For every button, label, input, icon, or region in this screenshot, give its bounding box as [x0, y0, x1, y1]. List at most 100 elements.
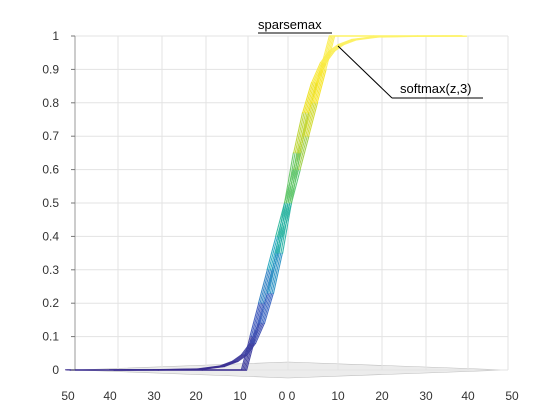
series-segment [261, 269, 271, 304]
series-segment [268, 235, 279, 271]
series-segment [221, 360, 236, 367]
series-segment [323, 50, 334, 64]
series-segment [337, 38, 352, 46]
series-segment [250, 322, 261, 344]
series-segment [297, 135, 308, 171]
x-tick-label: 30 [419, 389, 433, 403]
y-tick-label: 0.7 [42, 129, 59, 143]
y-tick-label: 0.4 [42, 229, 59, 243]
y-axis: 0 0.1 0.2 0.3 0.4 0.5 0.6 0.7 0.8 0.9 1 [42, 29, 75, 377]
series-segment [341, 39, 356, 46]
series-segment [269, 252, 280, 294]
y-tick-label: 0.8 [42, 96, 59, 110]
series-segment [307, 82, 318, 114]
x-tick-label: 50 [61, 389, 75, 403]
series-segment [257, 269, 268, 304]
series-segment [240, 342, 251, 356]
series-segment [252, 322, 263, 344]
x-tick-label: 40 [103, 389, 117, 403]
series-segment [201, 365, 226, 370]
series-segment [244, 342, 255, 356]
series-segment [246, 336, 256, 371]
series-segment [316, 62, 327, 84]
annotations: sparsemax softmax(z,3) [258, 17, 483, 99]
series-segment [220, 360, 235, 367]
series-segment [321, 50, 332, 64]
x-tick-label: 20 [375, 389, 389, 403]
series-segment [306, 82, 317, 114]
series-segment [299, 112, 310, 154]
series-segment [313, 68, 324, 104]
x-tick-label: 50 [505, 389, 519, 403]
series-segment [268, 252, 279, 294]
y-tick-label: 1 [52, 29, 59, 43]
series-segment [263, 292, 274, 324]
series-segment [259, 292, 270, 324]
series-segment [237, 354, 248, 363]
series-segment [222, 360, 238, 367]
series-segment [278, 202, 289, 254]
x-tick-label: 30 [147, 389, 161, 403]
series-segment [266, 235, 277, 271]
series-segment [299, 135, 310, 171]
series-segment [294, 112, 305, 154]
x-tick-label: 0 [289, 389, 296, 403]
series-segment [311, 61, 321, 84]
series-segment [305, 82, 315, 114]
series-segment [340, 39, 355, 46]
annotation-sparsemax-label: sparsemax [258, 17, 322, 32]
y-tick-label: 0.9 [42, 62, 59, 76]
series-segment [338, 39, 354, 46]
series-segment [272, 252, 283, 294]
series-segment [261, 292, 271, 324]
series-segment [258, 292, 269, 324]
annotation-softmax-label: softmax(z,3) [400, 81, 472, 96]
series-segment [285, 152, 296, 204]
series-segment [312, 62, 323, 84]
series-segment [232, 354, 242, 362]
series-segment [250, 302, 261, 338]
x-tick-label: 40 [461, 389, 475, 403]
y-tick-label: 0.5 [42, 196, 59, 210]
series-segment [284, 152, 294, 204]
series-segment [289, 152, 300, 204]
series-segment [296, 112, 307, 154]
series-segment [328, 43, 339, 52]
series-segment [316, 69, 327, 104]
series-segment [266, 252, 277, 294]
series-segment [320, 35, 330, 70]
series-segment [334, 44, 344, 52]
series-segment [355, 36, 380, 41]
x-tick-label: 20 [189, 389, 203, 403]
series-segment [252, 302, 263, 338]
series-segment [315, 62, 326, 84]
series-segment [224, 360, 239, 368]
y-tick-label: 0.6 [42, 163, 59, 177]
series-segment [377, 35, 424, 38]
series-segment [293, 112, 304, 154]
y-tick-label: 0.2 [42, 296, 59, 310]
series-segment [319, 50, 330, 64]
series-segment [271, 252, 282, 294]
y-tick-label: 0.3 [42, 263, 59, 277]
series-segment [157, 368, 204, 371]
series-segment [249, 322, 260, 344]
y-tick-label: 0.1 [42, 330, 59, 344]
series-segment [302, 82, 313, 114]
series-segment [253, 322, 264, 344]
x-axis: 50 40 30 20 10 0 0 10 20 30 40 50 [61, 389, 519, 403]
series-segment [255, 322, 265, 345]
series-segment [249, 302, 260, 337]
series-segment [332, 44, 343, 52]
series-segment [322, 50, 333, 64]
x-tick-label: 10 [331, 389, 345, 403]
series-segment [235, 354, 246, 362]
series-segment [325, 50, 336, 64]
series-segment [242, 342, 253, 356]
x-tick-label: 0 [279, 389, 286, 403]
series-segment [282, 202, 292, 254]
x-tick-label: 10 [233, 389, 247, 403]
series-segment [290, 152, 301, 204]
series-segment [262, 269, 273, 304]
